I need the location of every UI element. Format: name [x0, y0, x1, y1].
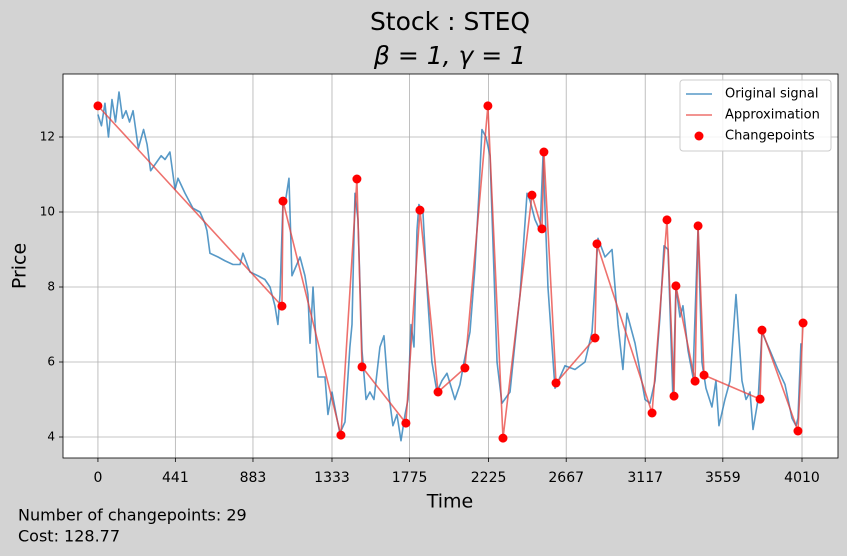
y-tick-label: 10 [40, 205, 55, 219]
annotation: Number of changepoints: 29 [18, 506, 247, 525]
changepoint [277, 301, 287, 311]
changepoint [662, 215, 672, 225]
x-tick-label: 883 [240, 470, 267, 486]
changepoint [539, 147, 549, 157]
changepoint [551, 378, 561, 388]
changepoint [699, 370, 709, 380]
x-tick-label: 1775 [392, 470, 428, 486]
legend-label: Original signal [725, 87, 818, 102]
changepoint [537, 224, 547, 234]
x-axis-label: Time [426, 491, 474, 513]
chart-title: Stock : STEQ [370, 7, 530, 36]
legend-label: Changepoints [725, 129, 815, 144]
changepoint [93, 101, 103, 111]
chart-subtitle: β = 1, γ = 1 [373, 41, 526, 70]
changepoint [690, 376, 700, 386]
legend-box [679, 79, 832, 152]
changepoint [483, 101, 493, 111]
changepoint [357, 362, 367, 372]
changepoint [352, 174, 362, 184]
changepoint [460, 363, 470, 373]
changepoint [433, 387, 443, 397]
changepoint [278, 196, 288, 206]
changepoint [798, 318, 808, 328]
changepoint [527, 190, 537, 200]
annotation: Cost: 128.77 [18, 527, 120, 546]
changepoint [757, 325, 767, 335]
y-axis-label: Price [9, 243, 31, 289]
changepoint [669, 391, 679, 401]
plot-frame [62, 73, 839, 459]
changepoint [693, 221, 703, 231]
changepoint [793, 426, 803, 436]
legend: Original signal Approximation Changepoints [679, 79, 832, 152]
changepoint [336, 430, 346, 440]
y-tick-label: 12 [40, 130, 55, 144]
changepoint [498, 433, 508, 443]
legend-marker [694, 131, 704, 141]
x-tick-label: 4010 [784, 470, 820, 486]
changepoint [415, 205, 425, 215]
x-tick-label: 1333 [314, 470, 350, 486]
changepoint [401, 418, 411, 428]
x-tick-label: 3559 [705, 470, 741, 486]
y-tick-label: 6 [47, 355, 55, 369]
changepoint [755, 394, 765, 404]
x-tick-label: 3117 [627, 470, 663, 486]
y-tick-label: 4 [47, 430, 55, 444]
legend-label: Approximation [725, 108, 820, 123]
changepoint [647, 408, 657, 418]
x-tick-label: 0 [93, 470, 102, 486]
changepoint [671, 281, 681, 291]
x-tick-label: 2225 [471, 470, 507, 486]
x-tick-label: 441 [162, 470, 189, 486]
x-tick-label: 2667 [548, 470, 584, 486]
changepoint [590, 333, 600, 343]
y-tick-label: 8 [47, 280, 55, 294]
changepoint [592, 239, 602, 249]
